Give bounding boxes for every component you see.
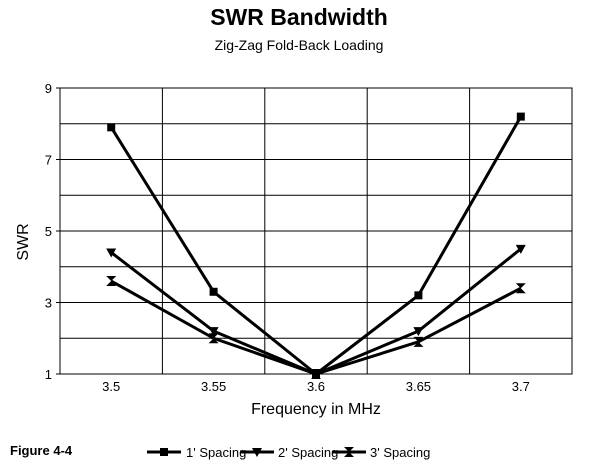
x-tick-label: 3.65 bbox=[406, 379, 431, 394]
x-tick-label: 3.5 bbox=[102, 379, 120, 394]
legend-marker bbox=[160, 448, 168, 456]
data-point bbox=[208, 327, 219, 337]
data-point bbox=[311, 369, 321, 379]
legend-label: 3' Spacing bbox=[370, 445, 430, 460]
data-point bbox=[414, 291, 423, 300]
data-point bbox=[107, 123, 116, 132]
y-tick-label: 9 bbox=[45, 81, 52, 96]
data-point bbox=[208, 333, 219, 344]
x-tick-labels: 3.5 3.55 3.6 3.65 3.7 bbox=[102, 379, 530, 394]
y-tick-label: 1 bbox=[45, 367, 52, 382]
data-point bbox=[515, 244, 526, 254]
figure-label: Figure 4-4 bbox=[10, 443, 73, 458]
y-axis-label: SWR bbox=[15, 223, 32, 260]
series-line bbox=[110, 247, 522, 376]
x-axis-label: Frequency in MHz bbox=[251, 401, 381, 418]
legend-label: 1' Spacing bbox=[186, 445, 246, 460]
series-3 bbox=[106, 276, 526, 379]
series-line bbox=[109, 115, 523, 376]
legend-item-1: 1' Spacing bbox=[147, 445, 246, 460]
legend-marker bbox=[252, 448, 262, 457]
data-point bbox=[413, 327, 424, 337]
data-point bbox=[516, 112, 525, 121]
y-tick-label: 7 bbox=[45, 153, 52, 168]
x-tick-label: 3.6 bbox=[307, 379, 325, 394]
legend-marker bbox=[344, 447, 354, 457]
y-tick-labels: 1 3 5 7 9 bbox=[45, 81, 60, 382]
y-tick-label: 5 bbox=[45, 224, 52, 239]
chart-subtitle: Zig-Zag Fold-Back Loading bbox=[214, 37, 384, 53]
data-point bbox=[106, 248, 117, 258]
series-line bbox=[110, 279, 522, 376]
y-tick-label: 3 bbox=[45, 296, 52, 311]
series-layer bbox=[106, 112, 526, 379]
gridlines bbox=[60, 87, 572, 375]
data-point bbox=[106, 276, 117, 287]
data-point bbox=[209, 287, 218, 296]
legend-label: 2' Spacing bbox=[278, 445, 338, 460]
legend: 1' Spacing 2' Spacing 3' Spacing bbox=[147, 445, 430, 460]
data-point bbox=[413, 336, 424, 347]
x-tick-label: 3.55 bbox=[201, 379, 226, 394]
x-tick-label: 3.7 bbox=[512, 379, 530, 394]
legend-item-2: 2' Spacing bbox=[240, 445, 338, 460]
chart-title: SWR Bandwidth bbox=[210, 4, 388, 30]
legend-item-3: 3' Spacing bbox=[332, 445, 430, 460]
data-point bbox=[515, 283, 526, 294]
